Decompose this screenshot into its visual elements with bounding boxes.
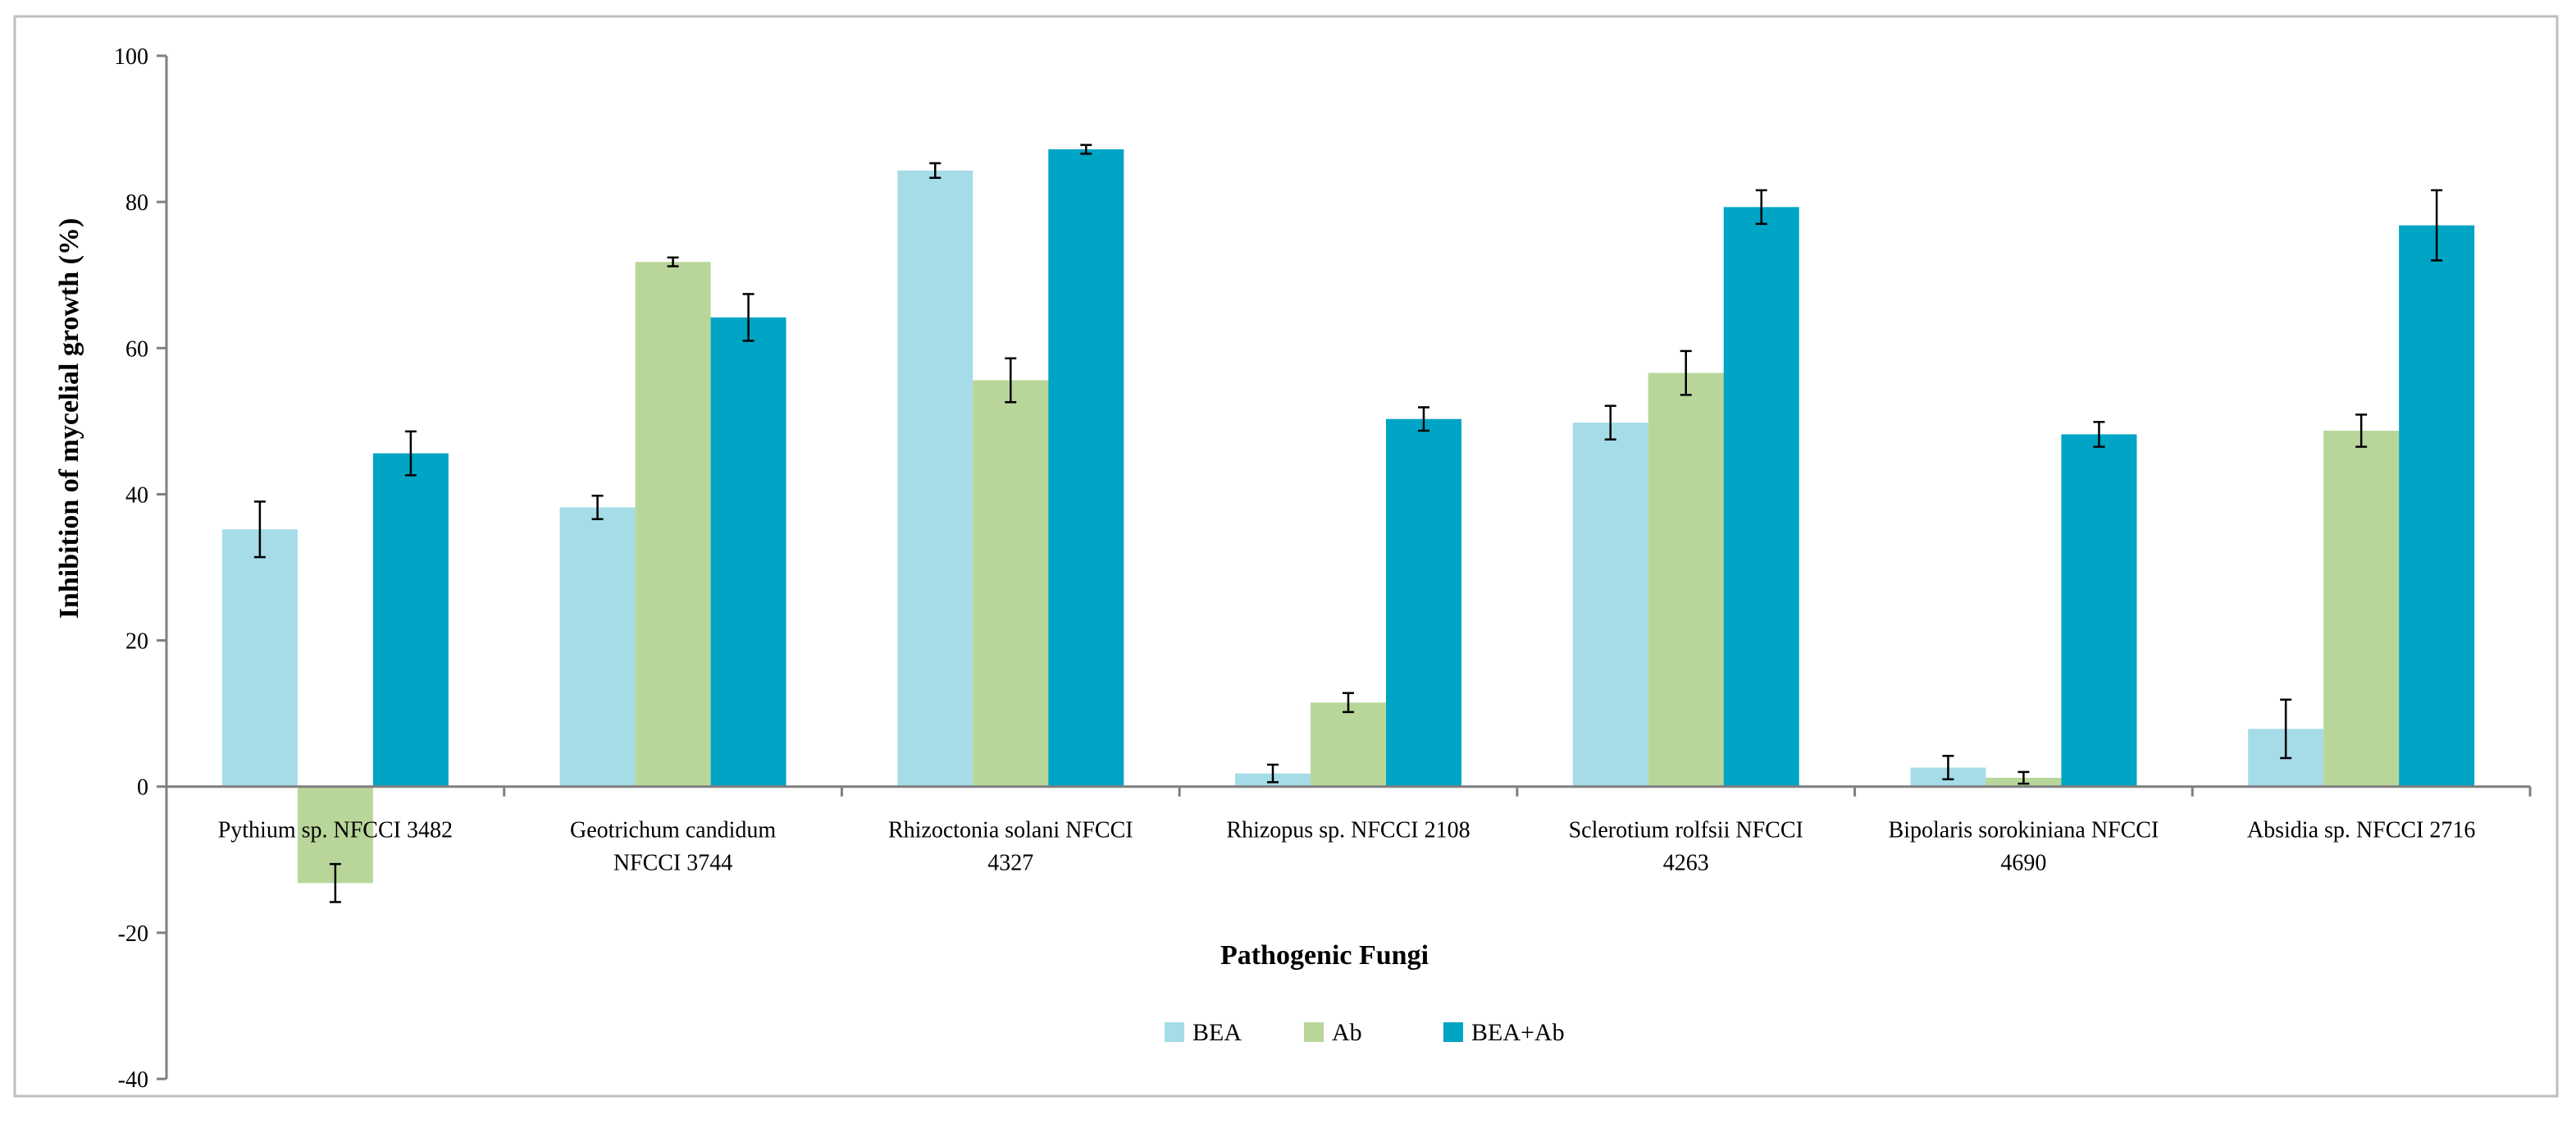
- y-tick-label: 0: [137, 775, 148, 801]
- bar-bea-plus-ab-5: [2061, 434, 2137, 787]
- legend-label: BEA: [1192, 1019, 1242, 1046]
- legend: BEA Ab BEA+Ab: [1165, 1019, 1565, 1046]
- x-category-label: Absidia sp. NFCCI 2716: [2247, 818, 2475, 843]
- bar-bea-2: [897, 170, 973, 787]
- x-axis-title: Pathogenic Fungi: [1220, 940, 1429, 971]
- x-category-label: NFCCI 3744: [613, 851, 732, 876]
- y-tick-label: -40: [118, 1067, 148, 1093]
- y-tick-label: 20: [125, 629, 148, 655]
- y-tick-label: 40: [125, 482, 148, 508]
- bar-bea-plus-ab-2: [1048, 149, 1124, 787]
- x-category-label: Rhizopus sp. NFCCI 2108: [1226, 818, 1470, 843]
- bar-ab-3: [1311, 702, 1386, 787]
- bar-bea-1: [559, 507, 636, 787]
- bar-bea-plus-ab-3: [1386, 418, 1461, 787]
- legend-swatch-bea-plus-ab: [1443, 1022, 1463, 1042]
- legend-swatch-ab: [1304, 1022, 1324, 1042]
- x-category-label: Rhizoctonia solani NFCCI: [888, 818, 1133, 843]
- y-tick-label: 80: [125, 190, 148, 216]
- bar-bea-plus-ab-1: [710, 317, 786, 787]
- bar-ab-4: [1648, 372, 1724, 787]
- legend-label: BEA+Ab: [1471, 1019, 1565, 1046]
- legend-swatch-bea: [1165, 1022, 1184, 1042]
- x-category-label: Sclerotium rolfsii NFCCI: [1569, 818, 1803, 843]
- x-category-label: 4690: [2000, 851, 2046, 876]
- x-category-label: Bipolaris sorokiniana NFCCI: [1889, 818, 2159, 843]
- bar-ab-1: [635, 262, 711, 787]
- y-tick-label: 100: [114, 44, 148, 70]
- x-category-label: 4327: [987, 851, 1033, 876]
- bar-bea-plus-ab-4: [1723, 207, 1799, 787]
- x-category-label: Pythium sp. NFCCI 3482: [218, 818, 453, 843]
- y-axis-title: Inhibition of mycelial growth (%): [54, 218, 84, 619]
- x-category-label: Geotrichum candidum: [570, 818, 776, 843]
- y-tick-label: 60: [125, 336, 148, 362]
- legend-label: Ab: [1332, 1019, 1362, 1046]
- bar-ab-2: [973, 380, 1049, 787]
- bar-ab-6: [2323, 430, 2400, 787]
- bar-bea-plus-ab-6: [2399, 225, 2475, 787]
- bar-bea-plus-ab-0: [372, 453, 449, 787]
- bar-bea-0: [221, 529, 298, 787]
- y-tick-label: -20: [118, 921, 148, 947]
- x-category-label: 4263: [1663, 851, 1709, 876]
- bar-bea-4: [1572, 423, 1648, 787]
